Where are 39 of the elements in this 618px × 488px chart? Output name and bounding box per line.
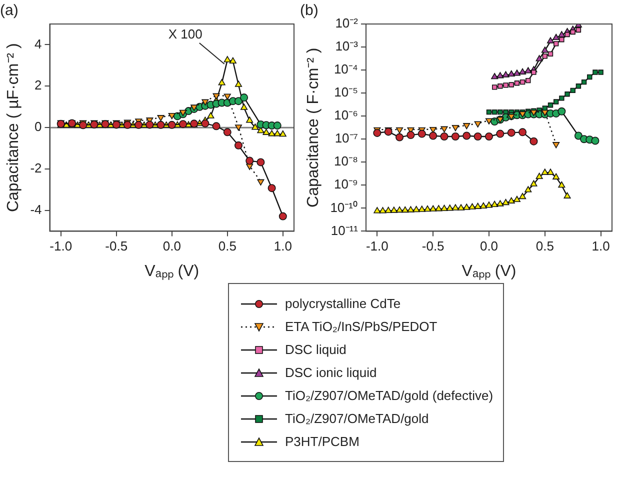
- x-tick-label: 1.0: [274, 238, 292, 254]
- y-tick-label: 10⁻⁷: [334, 130, 358, 146]
- x-tick-label: -1.0: [50, 238, 72, 254]
- legend-label: TiO₂/Z907/OMeTAD/gold (defective): [285, 388, 494, 403]
- chart-title: (a): [0, 2, 18, 20]
- legend-label: polycrystalline CdTe: [285, 296, 401, 311]
- y-tick-label: 10⁻³: [335, 38, 359, 54]
- legend-label: TiO₂/Z907/OMeTAD/gold: [285, 411, 429, 426]
- y-tick-label: -2: [30, 160, 42, 176]
- y-tick-label: 10⁻¹¹: [330, 222, 359, 238]
- annotation: X 100: [168, 26, 202, 42]
- x-tick-label: 0.5: [218, 238, 236, 254]
- x-tick-label: 0.0: [162, 238, 181, 254]
- y-axis-title: Capacitance ( µF·cm⁻² ): [5, 43, 22, 212]
- x-tick-label: 0.5: [536, 238, 554, 254]
- x-tick-label: -0.5: [105, 238, 128, 254]
- x-axis-title: Vₐₚₚ (V): [462, 262, 516, 280]
- legend-label: P3HT/PCBM: [285, 434, 360, 449]
- y-tick-label: 10⁻⁸: [334, 154, 358, 169]
- chart-title: (b): [300, 2, 318, 20]
- legend-label: DSC liquid: [285, 342, 346, 357]
- x-tick-label: 0.0: [480, 238, 498, 254]
- y-tick-label: 10⁻¹⁰: [330, 200, 358, 215]
- legend-label: DSC ionic liquid: [285, 365, 377, 380]
- y-tick-label: 4: [34, 36, 42, 52]
- x-axis-title: Vₐₚₚ (V): [144, 262, 200, 280]
- y-tick-label: 0: [34, 119, 42, 134]
- y-tick-label: 10⁻²: [335, 16, 359, 31]
- x-tick-label: -0.5: [422, 238, 444, 254]
- x-tick-label: -1.0: [366, 238, 388, 254]
- y-tick-label: 10⁻⁹: [334, 176, 358, 192]
- x-tick-label: 1.0: [592, 238, 610, 254]
- y-axis-title: Capacitance ( F·cm⁻² ): [305, 48, 322, 208]
- y-tick-label: -4: [30, 202, 42, 218]
- y-tick-label: 10⁻⁴: [334, 62, 358, 77]
- legend-label: ETA TiO₂/InS/PbS/PEDOT: [285, 319, 438, 334]
- y-tick-label: 10⁻⁵: [334, 84, 358, 100]
- y-tick-label: 2: [34, 78, 42, 93]
- y-tick-label: 10⁻⁶: [334, 108, 358, 123]
